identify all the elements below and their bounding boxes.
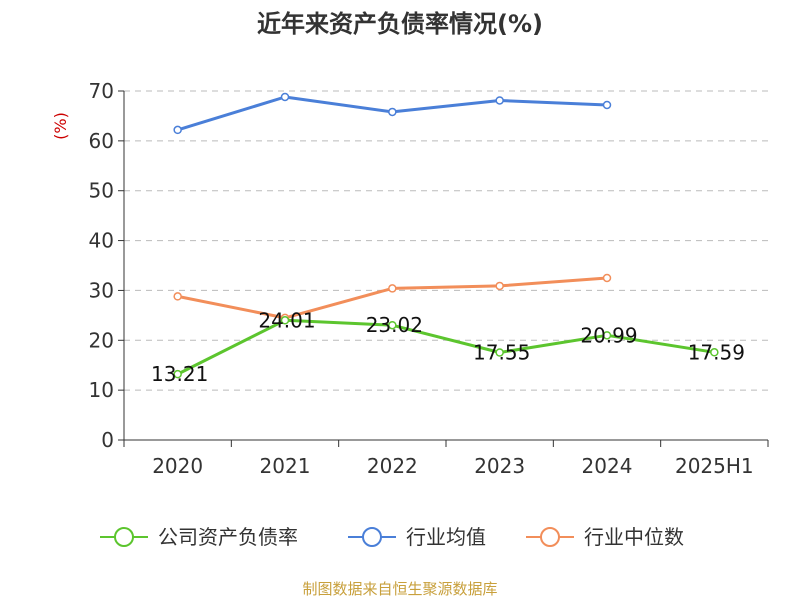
series-line: [177, 276, 608, 320]
data-point: [173, 292, 182, 301]
data-point: [280, 92, 290, 102]
source-note: 制图数据来自恒生聚源数据库: [302, 580, 497, 598]
data-label: 20.99: [580, 323, 637, 347]
y-tick-label: 60: [89, 129, 114, 153]
data-label: 23.02: [366, 313, 423, 337]
data-label: 17.55: [473, 341, 530, 365]
data-point: [710, 348, 719, 357]
legend-marker: [362, 527, 382, 547]
y-tick-label: 70: [89, 79, 114, 103]
x-tick-label: 2025H1: [675, 454, 754, 478]
chart-title: 近年来资产负债率情况(%): [257, 10, 543, 38]
data-label: 13.21: [151, 362, 208, 386]
data-point: [495, 281, 504, 291]
data-point: [495, 348, 504, 357]
data-point: [602, 100, 612, 110]
y-axis-label: (%): [51, 112, 70, 140]
data-point: [495, 96, 504, 105]
data-label-layer: 13.21 24.01 23.02 17.55 20.99 17.59: [151, 308, 745, 386]
legend: 公司资产负债率 行业均值 行业中位数: [100, 525, 684, 549]
series-line: [177, 318, 715, 376]
legend-marker: [540, 527, 560, 547]
y-tick-label: 50: [89, 179, 114, 203]
legend-marker: [114, 527, 134, 547]
series-layer: [173, 92, 719, 379]
y-tick-label: 20: [89, 328, 114, 352]
data-label: 24.01: [258, 308, 315, 332]
y-tick-label: 10: [89, 378, 114, 402]
data-point: [388, 107, 397, 117]
data-point: [280, 316, 290, 325]
y-tick-label: 30: [89, 278, 114, 302]
data-point: [602, 331, 612, 340]
legend-label: 行业中位数: [584, 525, 684, 549]
x-tick-label: 2022: [367, 454, 418, 478]
data-point: [388, 320, 397, 330]
axis-layer: 0 10 20 30 40 50 60 70 2020 2021 2022 2023 2024 2025H…: [89, 79, 769, 478]
x-tick-label: 2023: [474, 454, 525, 478]
y-tick-label: 40: [89, 229, 114, 253]
x-tick-label: 2021: [260, 454, 311, 478]
x-tick-label: 2024: [582, 454, 633, 478]
legend-label: 公司资产负债率: [158, 525, 298, 549]
data-point: [173, 125, 182, 135]
data-label: 17.59: [688, 340, 745, 364]
data-point: [173, 369, 182, 379]
x-tick-label: 2020: [152, 454, 203, 478]
data-point: [602, 273, 612, 283]
legend-label: 行业均值: [406, 525, 486, 549]
y-tick-label: 0: [101, 428, 114, 452]
data-point: [388, 284, 397, 293]
